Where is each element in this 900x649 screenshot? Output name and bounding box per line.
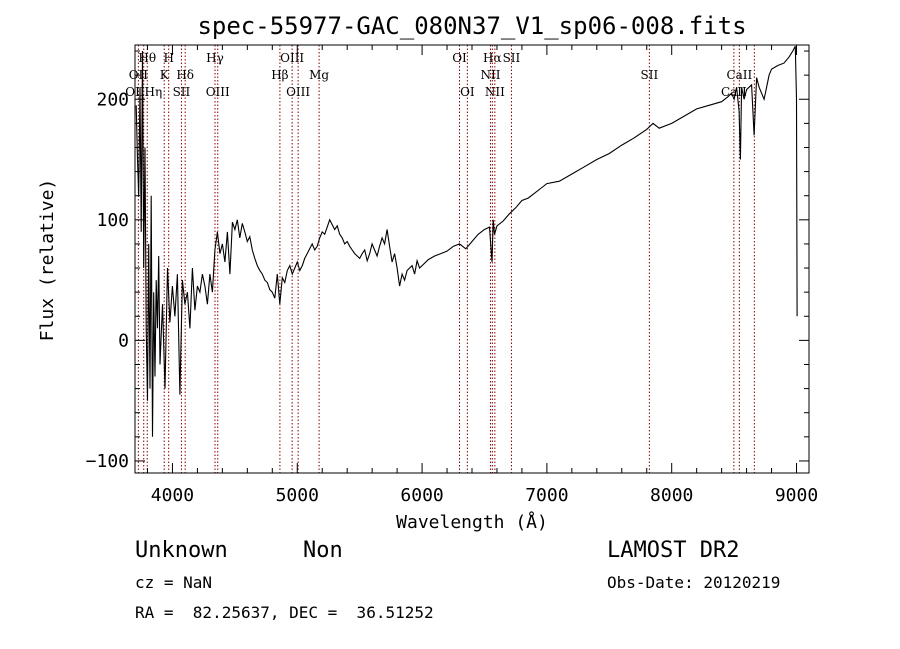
y-tick-label-0: −100 — [86, 451, 129, 472]
line-marker-label-20: CaII — [726, 68, 752, 82]
x-axis-label: Wavelength (Å) — [396, 511, 548, 533]
line-marker-label-19: SII — [641, 68, 659, 82]
spectrum-line — [135, 45, 798, 437]
y-axis: −100 0 100 200 — [86, 50, 809, 472]
x-tick-label-0: 4000 — [151, 485, 194, 506]
object-class: Unknown — [135, 538, 228, 563]
line-marker-label-0: Hθ — [138, 51, 156, 65]
y-axis-label: Flux (relative) — [37, 179, 58, 342]
x-tick-label-5: 9000 — [775, 485, 818, 506]
line-marker-label-8: OIII — [206, 85, 230, 99]
y-tick-label-1: 0 — [118, 330, 129, 351]
redshift-value: cz = NaN — [135, 573, 213, 592]
line-marker-label-12: OIII — [286, 85, 310, 99]
spectrum-series — [135, 45, 798, 437]
y-tick-label-3: 200 — [96, 89, 129, 110]
object-subclass: Non — [303, 538, 343, 563]
x-axis: 4000 5000 6000 7000 8000 9000 — [146, 45, 818, 506]
line-marker-label-5: Hδ — [176, 68, 194, 82]
line-marker-label-14: OI — [460, 85, 475, 99]
y-tick-label-2: 100 — [96, 210, 129, 231]
line-marker-label-13: OI — [452, 51, 467, 65]
x-tick-label-2: 6000 — [400, 485, 443, 506]
line-marker-label-6: SII — [173, 85, 191, 99]
plot-frame — [134, 44, 810, 474]
line-marker-label-17: NII — [480, 68, 500, 82]
line-marker-label-2: OIIHη — [125, 85, 162, 99]
x-tick-label-4: 8000 — [650, 485, 693, 506]
line-marker-label-7: Hγ — [206, 51, 224, 65]
line-marker-label-3: H — [163, 51, 173, 65]
line-marker-label-9: OIII — [280, 51, 304, 65]
x-tick-label-3: 7000 — [525, 485, 568, 506]
line-marker-label-11: Mg — [309, 68, 329, 82]
chart-title: spec-55977-GAC_080N37_V1_sp06-008.fits — [197, 12, 746, 40]
line-marker-label-18: NII — [485, 85, 505, 99]
coordinates: RA = 82.25637, DEC = 36.51252 — [135, 603, 434, 622]
line-marker-label-4: K — [160, 68, 170, 82]
line-marker-label-10: Hβ — [271, 68, 288, 82]
line-marker-label-15: Hα — [483, 51, 502, 65]
line-marker-label-21: CaII — [721, 85, 747, 99]
obs-date: Obs-Date: 20120219 — [607, 573, 781, 592]
survey-name: LAMOST DR2 — [607, 538, 740, 563]
x-tick-label-1: 5000 — [276, 485, 319, 506]
line-marker-label-16: SII — [503, 51, 521, 65]
